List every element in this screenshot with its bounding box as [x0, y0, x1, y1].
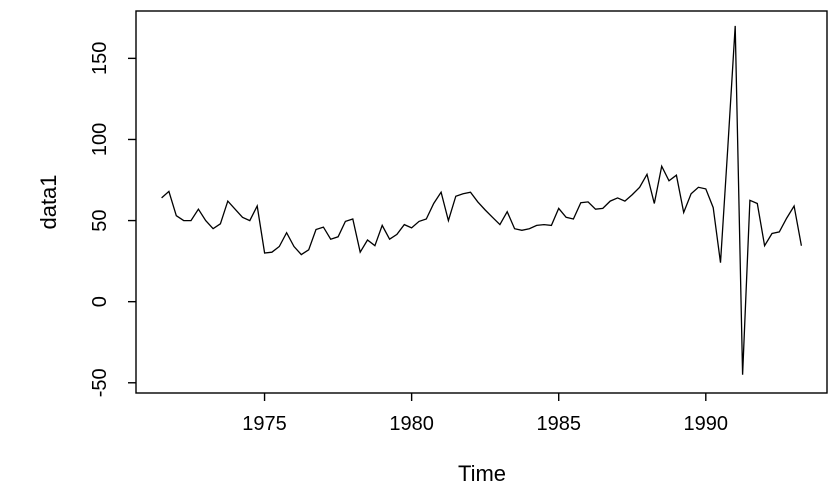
x-tick-label: 1985 — [536, 413, 581, 435]
x-tick-label: 1990 — [684, 413, 729, 435]
plot-box-group — [135, 10, 828, 394]
y-tick-label: 150 — [89, 42, 111, 75]
axis-ticks-group: 1975 1980 1985 1990 -50 0 50 100 150 — [89, 42, 728, 435]
x-axis-label: Time — [458, 461, 506, 486]
series-group — [161, 25, 803, 375]
y-tick-label: -50 — [89, 368, 111, 397]
y-axis-label: data1 — [36, 174, 61, 229]
x-tick-label: 1980 — [389, 413, 434, 435]
series-line-data1 — [161, 25, 803, 375]
y-tick-label: 100 — [89, 123, 111, 156]
y-tick-label: 50 — [89, 209, 111, 231]
plot-box — [135, 10, 828, 394]
y-tick-label: 0 — [89, 296, 111, 307]
x-tick-label: 1975 — [242, 413, 287, 435]
